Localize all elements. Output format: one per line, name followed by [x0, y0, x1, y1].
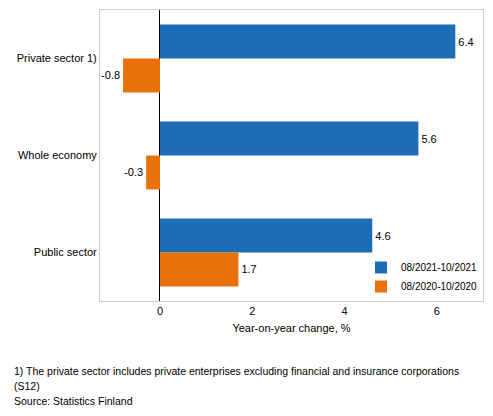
svg-text:1) The private sector includes: 1) The private sector includes private e…: [14, 365, 459, 377]
svg-text:Public sector: Public sector: [34, 246, 97, 258]
svg-text:0: 0: [157, 305, 163, 317]
svg-text:Source: Statistics Finland: Source: Statistics Finland: [14, 395, 133, 407]
svg-text:08/2021-10/2021: 08/2021-10/2021: [401, 262, 477, 273]
svg-text:4.6: 4.6: [375, 230, 390, 242]
svg-text:Year-on-year change, %: Year-on-year change, %: [232, 322, 350, 334]
svg-text:08/2020-10/2020: 08/2020-10/2020: [401, 281, 477, 292]
svg-text:Whole economy: Whole economy: [18, 149, 97, 161]
svg-text:Private sector 1): Private sector 1): [17, 52, 97, 64]
svg-text:2: 2: [249, 305, 255, 317]
svg-text:6: 6: [434, 305, 440, 317]
svg-text:-0.3: -0.3: [124, 166, 143, 178]
svg-text:1.7: 1.7: [241, 263, 256, 275]
svg-text:4: 4: [342, 305, 348, 317]
svg-text:6.4: 6.4: [458, 36, 473, 48]
svg-text:(S12): (S12): [14, 380, 40, 392]
svg-text:5.6: 5.6: [421, 133, 436, 145]
svg-text:-0.8: -0.8: [101, 69, 120, 81]
